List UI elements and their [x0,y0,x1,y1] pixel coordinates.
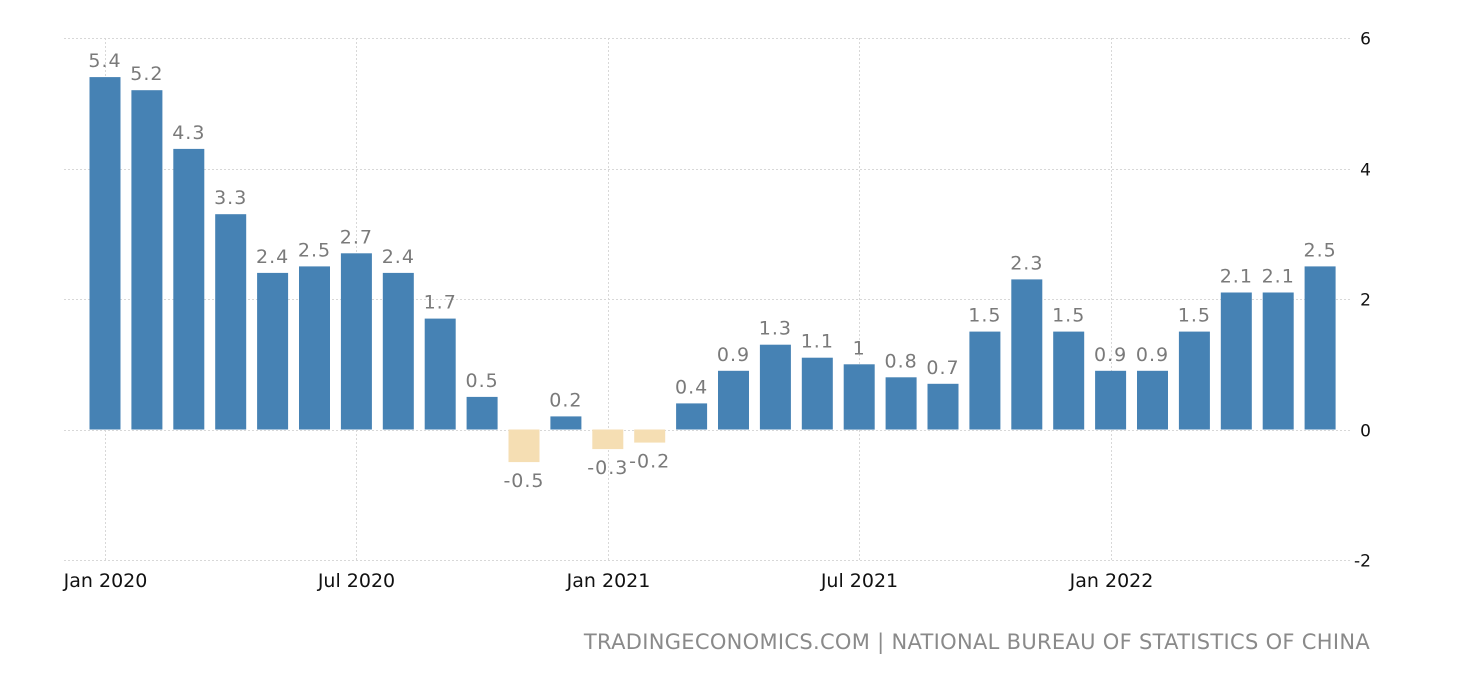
bar [424,318,456,430]
data-label: 0.7 [926,357,959,379]
data-label: 5.2 [130,63,163,85]
bar [550,416,582,430]
bar [257,272,289,430]
bar [466,396,498,430]
data-label: 1.5 [1052,305,1085,327]
data-label: 0.9 [1094,344,1127,366]
x-axis: Jan 2020 Jul 2020 Jan 2021 Jul 2021 Jan 2022 [63,570,1154,592]
bar [1095,370,1127,430]
bar [1304,266,1336,430]
bar [885,377,917,430]
source-attribution[interactable]: TRADINGECONOMICS.COM | NATIONAL BUREAU O… [583,630,1370,654]
data-label: 0.5 [465,370,498,392]
bar [718,370,749,430]
bar [843,364,875,430]
y-tick-label: -2 [1354,552,1371,572]
y-axis: 6 4 2 0 -2 [1354,30,1371,572]
data-label: 1.7 [424,292,457,314]
bar [382,272,414,430]
bar [759,344,791,430]
data-label: 4.3 [172,122,205,144]
data-label: 3.3 [214,187,247,209]
data-label: 0.8 [884,350,917,372]
bar [89,77,121,430]
bar [592,429,624,450]
y-tick-label: 0 [1360,422,1371,442]
y-tick-label: 4 [1360,161,1371,181]
x-tick-label: Jan 2021 [566,570,651,592]
bar [508,429,540,463]
data-label: 1.5 [968,305,1001,327]
bar [1053,331,1085,430]
data-label: 2.4 [256,246,289,268]
data-label: 0.9 [717,344,750,366]
data-label: 1.1 [801,331,834,353]
bar [1178,331,1210,430]
bar [1137,370,1168,430]
data-label: 1.5 [1178,305,1211,327]
bar [634,429,666,443]
bar [299,266,330,430]
data-labels: 5.4 5.2 4.3 3.3 2.4 2.5 2.7 2.4 1.7 0.5 -0.5 0.2 -0.… [88,50,1336,492]
data-label: 2.1 [1262,266,1295,288]
bar [676,403,708,430]
bar [340,253,372,430]
bar [1262,292,1294,430]
y-tick-label: 6 [1360,30,1371,50]
bar-chart: 5.4 5.2 4.3 3.3 2.4 2.5 2.7 2.4 1.7 0.5 -0.5 0.2 -0.… [63,30,1371,593]
data-label: 1 [853,337,866,359]
bar [1220,292,1252,430]
data-label: -0.3 [587,457,628,479]
x-tick-label: Jan 2020 [63,570,148,592]
data-label: 0.9 [1136,344,1169,366]
data-label: 0.4 [675,376,708,398]
bar [801,357,833,430]
bar [927,383,959,430]
x-tick-label: Jul 2020 [317,570,395,592]
data-label: -0.2 [629,451,670,473]
data-label: 2.3 [1010,252,1043,274]
bars [89,77,1336,463]
bar [215,214,247,430]
x-tick-label: Jul 2021 [820,570,898,592]
data-label: 2.7 [340,226,373,248]
y-tick-label: 2 [1360,291,1371,311]
x-tick-label: Jan 2022 [1069,570,1154,592]
data-label: -0.5 [503,470,544,492]
data-label: 2.4 [382,246,415,268]
data-label: 2.1 [1220,266,1253,288]
bar [969,331,1001,430]
data-label: 2.5 [298,239,331,261]
data-label: 0.2 [549,389,582,411]
grid-lines [64,38,1352,561]
data-label: 1.3 [759,318,792,340]
bar [1011,279,1043,430]
data-label: 5.4 [88,50,121,72]
bar [173,148,205,430]
data-label: 2.5 [1303,239,1336,261]
bar [131,90,163,430]
